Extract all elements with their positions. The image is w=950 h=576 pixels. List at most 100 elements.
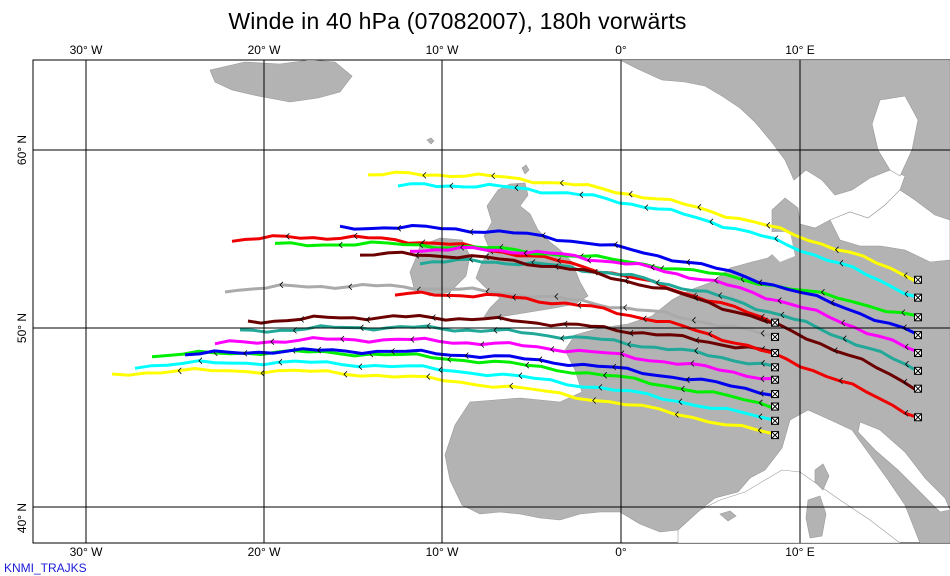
trajectory-end-marker [771, 348, 779, 357]
time-step-marker [678, 398, 683, 405]
time-step-marker [623, 304, 628, 311]
time-step-marker [777, 297, 782, 304]
time-step-marker [758, 413, 763, 420]
time-step-marker [579, 191, 584, 199]
time-step-marker [774, 235, 779, 242]
time-step-marker [695, 337, 700, 344]
trajectories [111, 170, 919, 436]
time-step-marker [904, 290, 909, 298]
time-step-marker [714, 277, 719, 284]
time-step-marker [538, 356, 543, 363]
time-step-marker [554, 263, 559, 270]
time-step-marker [758, 399, 763, 407]
time-step-marker [447, 356, 452, 363]
time-step-marker [419, 241, 423, 249]
trajectory-line [339, 224, 919, 336]
time-step-marker [833, 347, 838, 354]
time-step-marker [243, 350, 248, 357]
time-step-marker [685, 376, 690, 384]
adriatic-sea [857, 421, 950, 513]
time-step-marker [901, 309, 906, 316]
time-step-marker [627, 341, 632, 348]
time-step-marker [279, 281, 284, 289]
time-step-marker [563, 320, 568, 328]
lon-label-bottom-0: 0° [615, 545, 627, 559]
time-step-marker [624, 277, 629, 285]
time-step-marker [560, 335, 565, 342]
time-step-marker [718, 292, 723, 299]
time-step-marker [642, 315, 647, 323]
time-step-marker [480, 341, 485, 348]
time-step-marker [285, 233, 290, 240]
trajectory-line [224, 283, 776, 338]
shetland-islands [521, 164, 530, 175]
time-step-marker [415, 252, 420, 259]
trajectory-line [247, 314, 776, 354]
time-step-marker [431, 314, 436, 321]
time-step-marker [469, 256, 474, 263]
time-step-marker [904, 410, 909, 417]
time-step-marker [757, 427, 762, 434]
lon-label-top-10w: 10° W [426, 43, 459, 57]
time-step-marker [628, 190, 633, 198]
time-step-marker [525, 361, 530, 369]
map-title: Winde in 40 hPa (07082007), 180h vorwärt… [228, 8, 687, 34]
trajectory-line [151, 348, 776, 411]
time-step-marker [554, 293, 559, 300]
time-step-marker [260, 369, 265, 377]
time-step-marker [460, 244, 465, 251]
time-step-marker [557, 257, 562, 264]
time-step-marker [780, 311, 785, 319]
time-step-marker [485, 253, 489, 261]
trajectory-end-marker [771, 318, 779, 327]
time-step-marker [709, 218, 714, 226]
time-step-marker [449, 182, 454, 190]
time-step-marker [842, 335, 847, 342]
time-step-marker [541, 232, 546, 239]
time-step-marker [577, 302, 582, 309]
time-step-marker [198, 357, 203, 364]
trajectory-line [134, 359, 776, 422]
time-step-marker [497, 314, 502, 321]
trajectory-line [394, 290, 919, 419]
time-step-marker [512, 294, 516, 301]
time-step-marker [410, 336, 415, 343]
time-step-marker [390, 348, 395, 355]
trajectory-line [214, 336, 776, 381]
time-step-marker [422, 172, 427, 179]
time-step-marker [338, 241, 343, 249]
lon-label-top-20w: 20° W [248, 43, 281, 57]
time-step-marker [655, 279, 660, 286]
time-step-marker [518, 372, 523, 379]
time-step-marker [358, 363, 363, 370]
trajectory-end-marker [771, 332, 779, 341]
trajectory-end-marker [914, 384, 922, 393]
balearic-islands [719, 510, 737, 522]
land-masses [209, 60, 950, 543]
lon-label-top-10e: 10° E [785, 43, 814, 57]
time-step-marker [694, 347, 699, 355]
time-step-marker [348, 283, 353, 291]
time-step-marker [629, 329, 634, 337]
time-step-marker [464, 352, 469, 359]
time-step-marker [766, 222, 771, 229]
graticule [33, 60, 950, 543]
time-step-marker [694, 294, 699, 302]
time-step-marker [446, 292, 451, 299]
time-step-marker [650, 263, 655, 271]
lon-label-bottom-20w: 20° W [248, 545, 281, 559]
continental-europe [444, 60, 950, 543]
time-step-marker [353, 232, 358, 240]
time-step-marker [177, 367, 182, 375]
time-step-marker [680, 385, 685, 393]
lon-label-top-30w: 30° W [70, 43, 103, 57]
faroe-islands [426, 137, 435, 145]
trajectory-line [359, 250, 919, 393]
lon-label-top-0: 0° [615, 43, 627, 57]
corsica [814, 463, 830, 491]
time-step-marker [469, 228, 474, 236]
time-step-marker [697, 204, 702, 211]
trajectory-line [239, 324, 776, 368]
time-step-marker [838, 377, 843, 385]
time-step-marker [841, 319, 846, 327]
